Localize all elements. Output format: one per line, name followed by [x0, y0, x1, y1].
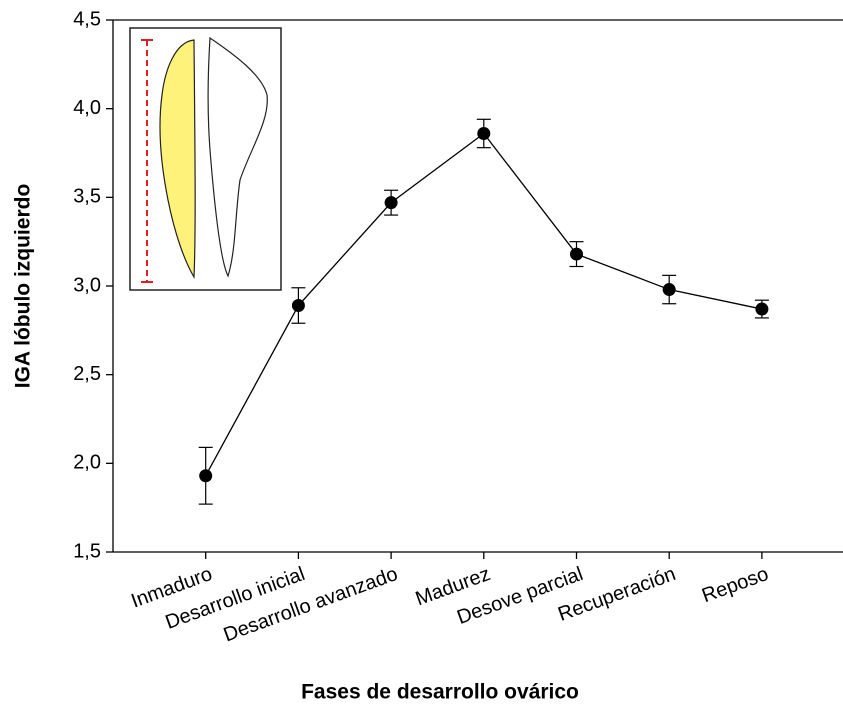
y-axis-label: IGA lóbulo izquierdo — [12, 184, 35, 389]
y-tick-label: 4,0 — [73, 97, 101, 119]
point — [291, 299, 305, 313]
y-tick-label: 2,0 — [73, 452, 101, 474]
x-axis-label: Fases de desarrollo ovárico — [301, 681, 579, 704]
point — [384, 196, 398, 210]
y-tick-label: 1,5 — [73, 540, 101, 562]
inset-frame — [129, 27, 282, 291]
inset-lobe-left — [159, 39, 196, 280]
point — [755, 302, 769, 316]
line — [205, 132, 763, 477]
y-tick-label: 2,5 — [73, 363, 101, 385]
point — [662, 283, 676, 297]
point — [570, 247, 583, 261]
y-tick-label: 3,0 — [73, 274, 101, 296]
y-tick-label: 3,5 — [73, 186, 101, 208]
inset-diagram — [129, 27, 282, 291]
point — [477, 126, 491, 140]
y-tick-label: 4,5 — [73, 8, 101, 30]
inset-lobe-right — [207, 36, 268, 278]
point — [199, 469, 213, 483]
x-tick-label: Reposo — [699, 563, 771, 607]
